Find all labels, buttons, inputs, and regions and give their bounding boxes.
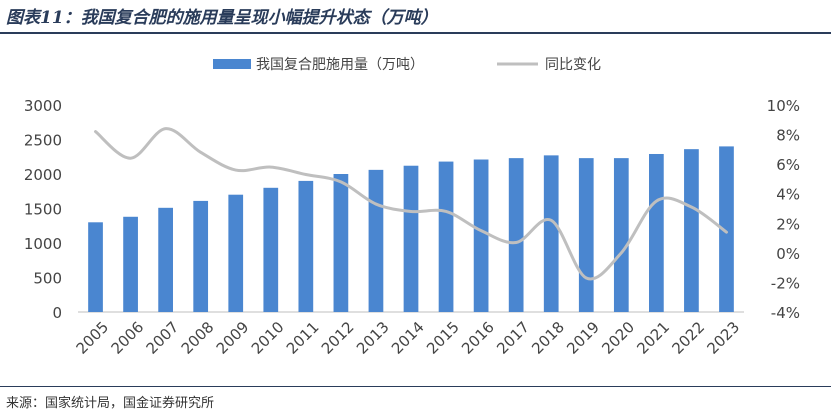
bar-2012 xyxy=(333,174,349,312)
yoy-point-2011 xyxy=(304,173,308,176)
x-tick-label: 2010 xyxy=(248,318,288,358)
bar-2008 xyxy=(193,200,209,312)
legend: 我国复合肥施用量（万吨） 同比变化 xyxy=(213,56,601,73)
yoy-point-2017 xyxy=(514,241,518,244)
left-tick-label: 3000 xyxy=(24,97,62,115)
yoy-point-2010 xyxy=(269,165,272,169)
yoy-point-2018 xyxy=(550,219,553,222)
left-tick-label: 1500 xyxy=(24,201,62,219)
yoy-point-2020 xyxy=(620,251,623,255)
line-points xyxy=(94,127,728,280)
right-tick-label: 2% xyxy=(776,215,800,233)
x-tick-label: 2007 xyxy=(143,318,183,358)
chart-title: 图表11：我国复合肥的施用量呈现小幅提升状态（万吨） xyxy=(6,8,438,28)
left-tick-label: 2500 xyxy=(24,132,62,150)
x-tick-label: 2017 xyxy=(493,318,533,358)
x-tick-label: 2018 xyxy=(528,318,568,358)
yoy-point-2009 xyxy=(234,168,237,172)
x-tick-label: 2013 xyxy=(353,318,393,358)
yoy-point-2022 xyxy=(690,205,693,209)
yoy-point-2023 xyxy=(725,230,728,234)
bar-2005 xyxy=(88,222,103,312)
legend-bar-swatch xyxy=(213,59,251,69)
right-tick-label: -2% xyxy=(771,274,800,292)
x-tick-label: 2006 xyxy=(108,318,148,358)
bar-series xyxy=(88,146,734,312)
x-tick-label: 2009 xyxy=(213,318,253,358)
legend-line-label: 同比变化 xyxy=(545,57,601,73)
right-tick-label: 8% xyxy=(776,127,800,145)
x-tick-label: 2020 xyxy=(598,318,638,358)
yoy-point-2006 xyxy=(129,157,132,160)
bar-2023 xyxy=(719,146,734,312)
x-tick-label: 2022 xyxy=(668,318,708,358)
x-tick-label: 2008 xyxy=(178,318,218,358)
right-tick-label: 0% xyxy=(776,245,800,263)
footer-rule xyxy=(0,386,831,387)
left-tick-label: 0 xyxy=(52,304,62,322)
right-axis: -4% -2% 0% 2% 4% 6% 8% 10% xyxy=(767,97,800,322)
x-tick-label: 2015 xyxy=(423,318,463,358)
bar-2006 xyxy=(123,216,138,312)
yoy-point-2013 xyxy=(374,202,378,206)
right-tick-label: 10% xyxy=(767,97,800,115)
source-note: 来源：国家统计局，国金证券研究所 xyxy=(6,396,215,411)
left-tick-label: 1000 xyxy=(24,235,62,253)
yoy-point-2007 xyxy=(164,127,167,130)
bar-2017 xyxy=(508,158,524,312)
fertilizer-chart: 我国复合肥施用量（万吨） 同比变化 0 500 1000 1500 2000 2500 30… xyxy=(24,56,800,358)
right-tick-label: 4% xyxy=(776,186,800,204)
x-tick-label: 2005 xyxy=(73,318,113,358)
x-tick-label: 2016 xyxy=(458,318,498,358)
title-rule xyxy=(0,32,831,34)
x-axis-labels: 2005200620072008200920102011201220132014… xyxy=(73,318,744,358)
left-tick-label: 2000 xyxy=(24,166,62,184)
x-tick-label: 2011 xyxy=(283,318,323,358)
left-tick-label: 500 xyxy=(33,270,62,288)
bar-2010 xyxy=(263,187,279,312)
x-tick-label: 2021 xyxy=(633,318,673,358)
legend-bar-label: 我国复合肥施用量（万吨） xyxy=(256,56,424,73)
yoy-point-2021 xyxy=(655,199,658,203)
bar-2018 xyxy=(543,155,559,312)
bar-2019 xyxy=(578,158,594,312)
bar-2013 xyxy=(368,169,384,312)
bar-2007 xyxy=(158,207,173,312)
bar-2014 xyxy=(403,165,419,312)
right-tick-label: 6% xyxy=(776,156,800,174)
yoy-point-2008 xyxy=(199,151,202,154)
x-tick-label: 2023 xyxy=(703,318,743,358)
bar-2009 xyxy=(228,194,244,312)
left-axis: 0 500 1000 1500 2000 2500 3000 xyxy=(24,97,62,322)
x-tick-label: 2012 xyxy=(318,318,358,358)
yoy-point-2012 xyxy=(339,180,343,184)
right-tick-label: -4% xyxy=(771,304,800,322)
bar-2020 xyxy=(613,158,629,312)
bar-2016 xyxy=(473,159,489,312)
x-tick-label: 2014 xyxy=(388,318,428,358)
bar-2015 xyxy=(438,161,454,312)
x-tick-label: 2019 xyxy=(563,318,603,358)
bar-2021 xyxy=(649,153,664,312)
bar-2011 xyxy=(298,180,314,312)
yoy-point-2005 xyxy=(94,130,97,133)
yoy-point-2015 xyxy=(444,210,448,213)
yoy-point-2019 xyxy=(585,276,588,280)
yoy-point-2016 xyxy=(479,229,483,232)
bar-2022 xyxy=(684,149,699,312)
yoy-point-2014 xyxy=(409,210,413,213)
